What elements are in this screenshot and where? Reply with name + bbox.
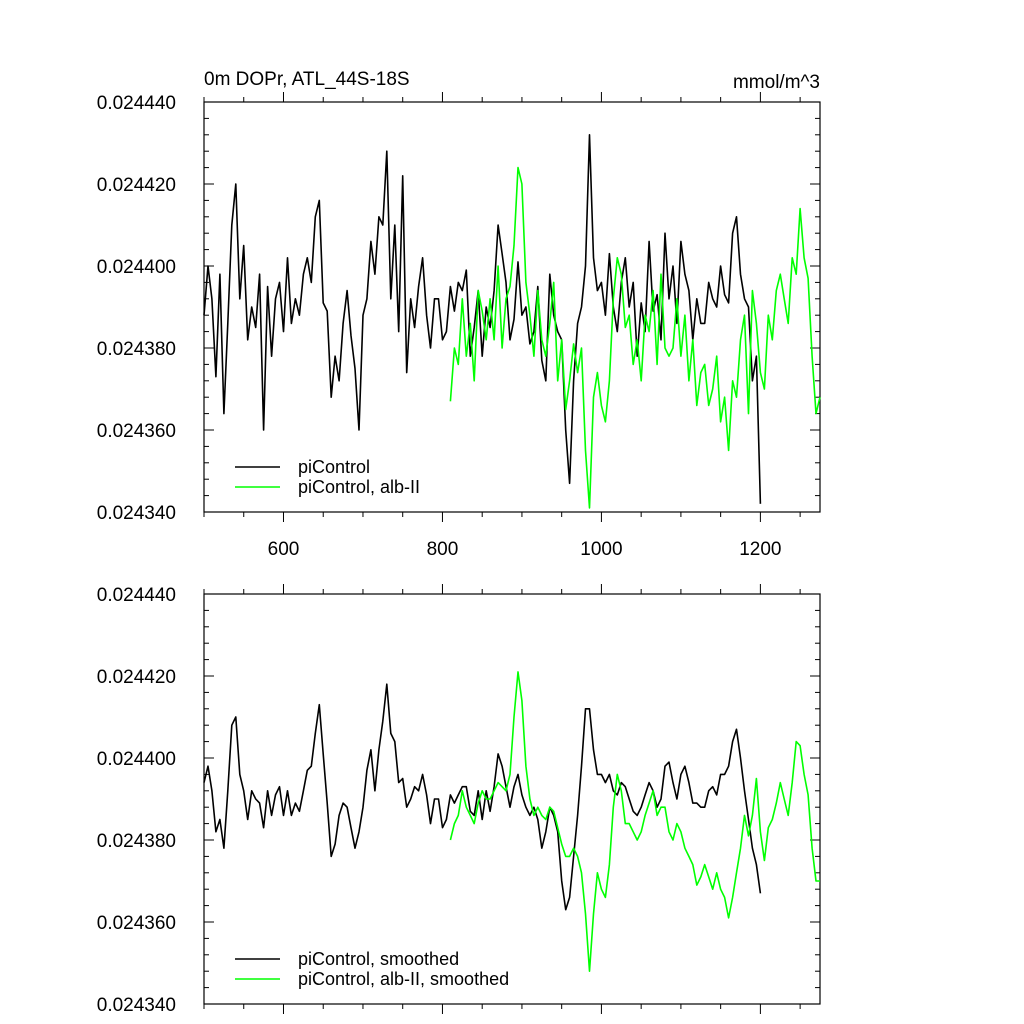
legend-label-piControl-alb-ii: piControl, alb-II, smoothed — [298, 969, 509, 989]
y-tick-label: 0.024420 — [97, 667, 176, 688]
y-tick-label: 0.024400 — [97, 749, 176, 770]
legend-label-piControl-alb-ii: piControl, alb-II — [298, 477, 420, 497]
y-tick-label: 0.024340 — [97, 503, 176, 524]
plot-frame — [203, 593, 821, 1005]
series-line-piControl-alb-ii — [449, 671, 820, 972]
y-tick-label: 0.024360 — [97, 913, 176, 934]
plot-frame — [203, 101, 821, 513]
y-tick-label: 0.024360 — [97, 421, 176, 442]
x-tick-label: 1000 — [580, 539, 622, 560]
bottom-panel: 0.024340 0.024360 0.024380 0.024400 0.024420… — [97, 584, 821, 1016]
x-tick-label: 800 — [427, 539, 459, 560]
y-tick-label: 0.024420 — [97, 175, 176, 196]
x-tick-label: 1200 — [739, 539, 781, 560]
y-tick-label: 0.024380 — [97, 339, 176, 360]
chart-units: mmol/m^3 — [733, 72, 820, 93]
chart-title: 0m DOPr, ATL_44S-18S — [204, 69, 410, 90]
series-line-piControl-alb-ii — [449, 166, 821, 509]
y-tick-label: 0.024380 — [97, 831, 176, 852]
legend-label-piControl: piControl — [298, 457, 370, 477]
series-line-piControl — [203, 134, 762, 504]
y-tick-label: 0.024340 — [97, 995, 176, 1016]
series-line-piControl — [203, 683, 762, 911]
y-tick-label: 0.024400 — [97, 257, 176, 278]
top-panel: 0.024340 0.024360 0.024380 0.024400 0.024420… — [97, 92, 821, 560]
y-tick-label: 0.024440 — [97, 93, 176, 114]
y-tick-label: 0.024440 — [97, 585, 176, 606]
x-tick-label: 600 — [268, 539, 300, 560]
legend-label-piControl: piControl, smoothed — [298, 949, 459, 969]
